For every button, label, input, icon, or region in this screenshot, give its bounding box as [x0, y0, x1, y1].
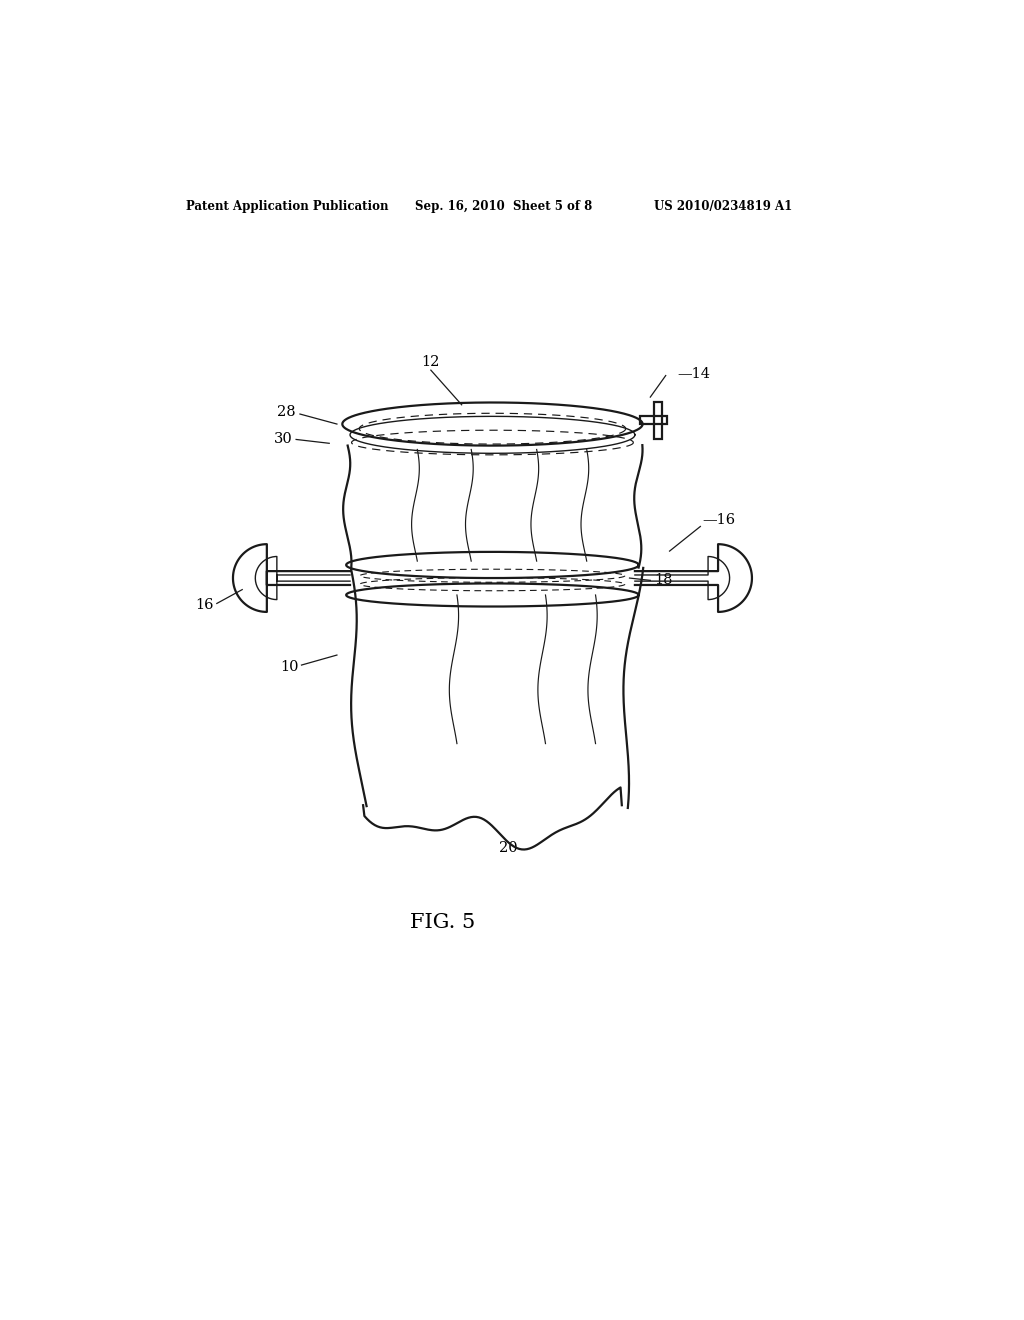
- Text: 28: 28: [278, 405, 296, 420]
- Text: 12: 12: [422, 355, 440, 370]
- Text: US 2010/0234819 A1: US 2010/0234819 A1: [654, 199, 793, 213]
- Text: FIG. 5: FIG. 5: [410, 913, 475, 932]
- Text: —16: —16: [701, 513, 735, 527]
- Text: Sep. 16, 2010  Sheet 5 of 8: Sep. 16, 2010 Sheet 5 of 8: [416, 199, 593, 213]
- Text: 16: 16: [196, 598, 214, 612]
- Text: 30: 30: [273, 433, 292, 446]
- Text: —14: —14: [677, 367, 711, 381]
- Text: Patent Application Publication: Patent Application Publication: [186, 199, 388, 213]
- Text: 20: 20: [499, 841, 517, 854]
- Text: 18: 18: [654, 573, 673, 587]
- Text: 10: 10: [280, 660, 298, 673]
